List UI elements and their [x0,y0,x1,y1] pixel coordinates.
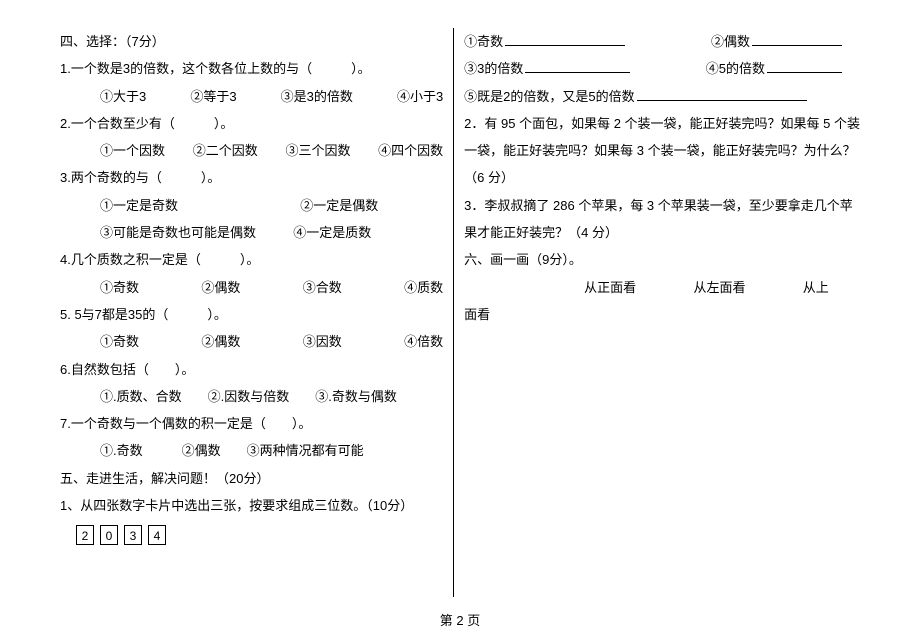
view-left: 从左面看 [693,280,745,295]
q3-opt1: ①一定是奇数 [100,198,178,213]
label-mult25: ⑤既是2的倍数，又是5的倍数 [464,89,634,104]
q5-options: ①奇数 ②偶数 ③因数 ④倍数 [60,328,447,355]
q5-opt2: ②偶数 [201,328,240,355]
q3-opts-row1: ①一定是奇数 ②一定是偶数 [60,192,447,219]
q2-line3: （6 分） [464,164,860,191]
section6-title: 六、画一画（9分）。 [464,246,860,273]
section5-q1: 1、从四张数字卡片中选出三张，按要求组成三位数。（10分） [60,492,447,519]
page-footer: 第 2 页 [0,610,920,629]
q2-opt1: ①一个因数 [100,137,165,164]
section4-title: 四、选择：（7分） [60,28,447,55]
q4-opt4: ④质数 [404,274,443,301]
q3-opt3: ③可能是奇数也可能是偶数 [100,225,256,240]
q2-opt4: ④四个因数 [378,137,443,164]
q2-opt3: ③三个因数 [285,137,350,164]
q1-opt1: ①大于3 [100,83,146,110]
q5-opt3: ③因数 [303,328,342,355]
q5-opt4: ④倍数 [404,328,443,355]
view-top-part1: 从上 [803,280,829,295]
view-front: 从正面看 [584,280,636,295]
section5-title: 五、走进生活，解决问题！（20分） [60,465,447,492]
q2-line2: 一袋，能正好装完吗？如果每 3 个装一袋，能正好装完吗？为什么？ [464,137,860,164]
right-column: ①奇数 ②偶数 ③3的倍数 ④5的倍数 ⑤既是2的倍数，又是5的倍数 2．有 9… [454,28,860,597]
card-2: 2 [76,525,94,545]
q3-opts-row2: ③可能是奇数也可能是偶数 ④一定是质数 [60,219,447,246]
q3-line2: 果才能正好装完？（4 分） [464,219,860,246]
q1-options: ①大于3 ②等于3 ③是3的倍数 ④小于3 [60,83,447,110]
q1-opt4: ④小于3 [397,83,443,110]
q7-stem: 7.一个奇数与一个偶数的积一定是（ ）。 [60,410,447,437]
q3-opt2: ②一定是偶数 [300,198,378,213]
number-cards: 2 0 3 4 [60,525,447,545]
label-mult5: ④5的倍数 [706,61,765,76]
q3-line1: 3．李叔叔摘了 286 个苹果，每 3 个苹果装一袋，至少要拿走几个苹 [464,192,860,219]
q7-options: ①.奇数 ②偶数 ③两种情况都有可能 [60,437,447,464]
q3-opt4: ④一定是质数 [293,225,371,240]
label-odd: ①奇数 [464,34,503,49]
q4-stem: 4.几个质数之积一定是（ ）。 [60,246,447,273]
row-odd-even: ①奇数 ②偶数 [464,28,860,55]
q1-stem: 1.一个数是3的倍数，这个数各位上数的与（ ）。 [60,55,447,82]
q4-options: ①奇数 ②偶数 ③合数 ④质数 [60,274,447,301]
card-3: 3 [124,525,142,545]
card-0: 0 [100,525,118,545]
q6-stem: 6.自然数包括（ ）。 [60,356,447,383]
views-row: 从正面看 从左面看 从上 [464,274,860,301]
label-even: ②偶数 [711,34,750,49]
q1-opt2: ②等于3 [190,83,236,110]
card-4: 4 [148,525,166,545]
q4-opt1: ①奇数 [100,274,139,301]
q4-opt2: ②偶数 [201,274,240,301]
view-top-part2: 面看 [464,301,860,328]
q2-options: ①一个因数 ②二个因数 ③三个因数 ④四个因数 [60,137,447,164]
q3-stem: 3.两个奇数的与（ ）。 [60,164,447,191]
q5-stem: 5. 5与7都是35的（ ）。 [60,301,447,328]
q6-options: ①.质数、合数 ②.因数与倍数 ③.奇数与偶数 [60,383,447,410]
q2-line1: 2．有 95 个面包，如果每 2 个装一袋，能正好装完吗？如果每 5 个装 [464,110,860,137]
q2-stem: 2.一个合数至少有（ ）。 [60,110,447,137]
row-mult-2-5: ⑤既是2的倍数，又是5的倍数 [464,83,860,110]
left-column: 四、选择：（7分） 1.一个数是3的倍数，这个数各位上数的与（ ）。 ①大于3 … [60,28,454,597]
q4-opt3: ③合数 [303,274,342,301]
row-multiples: ③3的倍数 ④5的倍数 [464,55,860,82]
q2-opt2: ②二个因数 [193,137,258,164]
label-mult3: ③3的倍数 [464,61,523,76]
q1-opt3: ③是3的倍数 [281,83,353,110]
q5-opt1: ①奇数 [100,328,139,355]
